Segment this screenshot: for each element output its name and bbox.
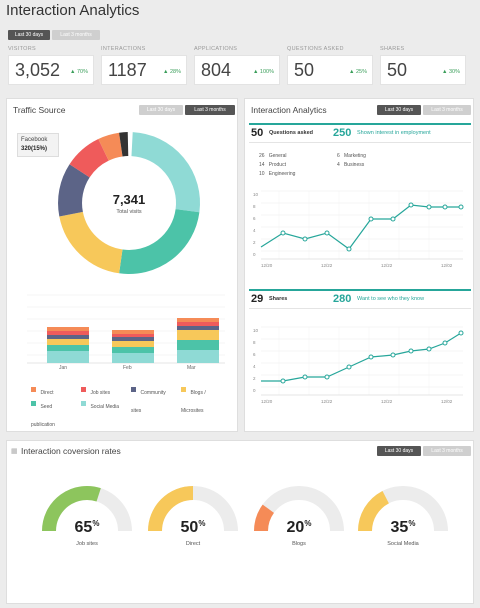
stat-label: INTERACTIONS (101, 46, 146, 52)
gauge-arc (358, 486, 448, 532)
chart1-y-axis: 10 8 6 4 2 0 (253, 192, 259, 257)
tab-last-30-days[interactable]: Last 30 days (377, 105, 421, 115)
tab-last-3-months[interactable]: Last 3 months (423, 446, 471, 456)
breakdown-item: 10 Engineering (259, 171, 296, 177)
donut-slice-job-sites (69, 138, 110, 178)
chart2-y-axis: 10 8 6 4 2 0 (253, 328, 259, 393)
bar-jan (47, 327, 89, 363)
donut-total: 7,341 (112, 192, 146, 207)
stat-value: 50 (294, 60, 315, 80)
gauge-label: Social Media (387, 541, 419, 547)
donut-chart (58, 132, 200, 274)
stat-delta: ▲ 70% (70, 69, 88, 75)
gauge-blogs: 20% Blogs (253, 481, 345, 581)
donut-slice-community (58, 164, 90, 217)
stat-delta: ▲ 100% (252, 69, 274, 75)
stat-card-interactions: INTERACTIONS 1187 ▲ 28% (101, 46, 187, 85)
breakdown-item: 6 Marketing (337, 153, 366, 159)
gauge-arc (41, 485, 132, 532)
conversion-panel: ▦ Interaction coversion rates Last 30 da… (6, 440, 474, 604)
stat-label: APPLICATIONS (194, 46, 238, 52)
panel-title: Interaction Analytics (251, 105, 327, 115)
donut-slice-social-media (130, 132, 200, 213)
tab-last-30-days[interactable]: Last 30 days (139, 105, 183, 115)
bar-feb (112, 330, 154, 363)
bar-label-feb: Feb (123, 365, 132, 371)
stat-delta: ▲ 25% (349, 69, 367, 75)
page-title: Interaction Analytics (6, 2, 140, 19)
stat-label: QUESTIONS ASKED (287, 46, 344, 52)
gauge-direct: 50% Direct (147, 481, 239, 581)
donut-slice-blogs (59, 211, 124, 274)
know-count: 280 (333, 293, 352, 305)
gauge-label: Direct (185, 541, 201, 547)
stat-label: SHARES (380, 46, 405, 52)
bar-label-mar: Mar (187, 365, 196, 371)
breakdown-item: 14 Product (259, 162, 286, 168)
gauge-label: Blogs (292, 541, 306, 547)
tooltip-name: Facebook (21, 137, 48, 143)
legend-item: Direct (31, 381, 54, 399)
gauge-value: 50% (180, 519, 206, 536)
stat-delta: ▲ 28% (163, 69, 181, 75)
panel-title: Traffic Source (13, 105, 66, 115)
stat-card-applications: APPLICATIONS 804 ▲ 100% (194, 46, 280, 85)
tab-last-3-months[interactable]: Last 3 months (52, 30, 100, 40)
stat-card-shares: SHARES 50 ▲ 30% (380, 46, 466, 85)
legend: Direct Job sites Community sites Blogs /… (31, 381, 231, 428)
legend-item: Job sites (81, 381, 110, 399)
know-label: Want to see who they know (357, 296, 425, 302)
stat-value: 804 (201, 60, 232, 80)
donut-slice-other (119, 132, 129, 157)
traffic-source-panel: Traffic Source Last 30 days Last 3 month… (6, 98, 238, 432)
stat-value: 3,052 (15, 60, 61, 80)
donut-slice-direct (98, 132, 123, 161)
gauge-label: Job sites (76, 541, 98, 547)
interest-count: 250 (333, 127, 352, 139)
stat-card-visitors: VISITORS 3,052 ▲ 70% (8, 46, 94, 85)
stat-delta: ▲ 30% (442, 69, 460, 75)
stat-value: 1187 (108, 60, 147, 80)
questions-label: Questions asked (269, 130, 314, 136)
shares-line-chart (261, 326, 464, 396)
facebook-tooltip: Facebook 320(15%) (17, 133, 59, 157)
interaction-analytics-panel: Interaction Analytics Last 30 days Last … (244, 98, 474, 432)
questions-line-chart (260, 190, 464, 260)
shares-header: 29 Shares 280 Want to see who they know (249, 289, 471, 309)
bar-mar (177, 318, 219, 363)
panel-title: Interaction coversion rates (21, 446, 121, 456)
legend-item: Community sites (131, 381, 175, 417)
interest-label: Shown interest in employment (357, 130, 431, 136)
gauge-value: 20% (286, 519, 312, 536)
gauge-value: 35% (390, 519, 416, 536)
breakdown-item: 4 Business (337, 162, 365, 168)
stat-label: VISITORS (8, 46, 36, 52)
gauge-arc (148, 486, 238, 532)
grid-icon: ▦ (11, 448, 18, 455)
question-breakdown: 26 General 14 Product 10 Engineering 6 M… (259, 153, 459, 183)
legend-item: Seed publication (31, 395, 75, 431)
gauge-job-sites: 65% Job sites (41, 481, 133, 581)
tab-last-30-days[interactable]: Last 30 days (377, 446, 421, 456)
legend-item: Blogs / Microsites (181, 381, 227, 417)
gauge-social-media: 35% Social Media (357, 481, 449, 581)
questions-count: 50 (251, 127, 264, 139)
donut-total-label: Total visits (116, 209, 142, 215)
tooltip-value: 320(15%) (21, 146, 48, 152)
stacked-bar-chart (27, 294, 225, 364)
gauge-value: 65% (74, 519, 100, 536)
tab-last-3-months[interactable]: Last 3 months (185, 105, 235, 115)
questions-header: 50 Questions asked 250 Shown interest in… (249, 123, 471, 143)
tab-last-3-months[interactable]: Last 3 months (423, 105, 471, 115)
shares-label: Shares (269, 296, 288, 302)
legend-item: Social Media (81, 395, 119, 413)
breakdown-item: 26 General (259, 153, 287, 159)
stat-card-questions: QUESTIONS ASKED 50 ▲ 25% (287, 46, 373, 85)
donut-slice-seed-publication (119, 208, 200, 274)
shares-count: 29 (251, 293, 264, 305)
tab-last-30-days[interactable]: Last 30 days (8, 30, 50, 40)
bar-label-jan: Jan (59, 365, 68, 371)
stat-value: 50 (387, 60, 408, 80)
gauge-arc (254, 486, 344, 532)
